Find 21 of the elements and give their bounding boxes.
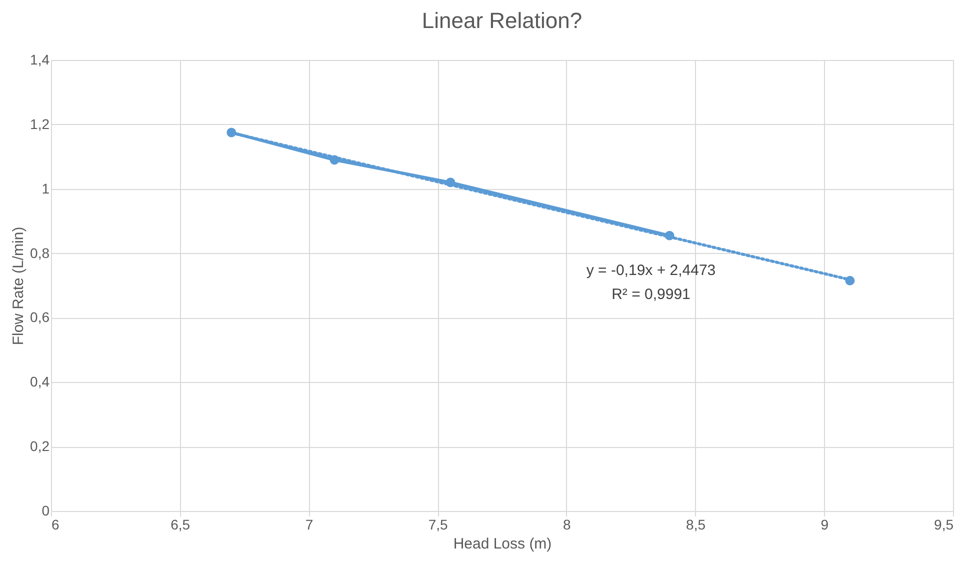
y-tick-label: 1,2 <box>30 116 50 132</box>
y-tick-label: 1 <box>42 180 50 196</box>
chart-title: Linear Relation? <box>422 8 582 33</box>
y-tick-label: 0 <box>42 502 50 518</box>
x-tick-label: 6,5 <box>170 516 190 532</box>
annotation: R² = 0,9991 <box>612 286 690 303</box>
y-tick-label: 1,4 <box>30 52 50 68</box>
x-tick-label: 9,5 <box>934 516 954 532</box>
y-tick-label: 0,4 <box>30 374 50 390</box>
x-tick-label: 7,5 <box>428 516 448 532</box>
y-tick-label: 0,2 <box>30 438 50 454</box>
x-tick-label: 8 <box>563 516 572 532</box>
x-tick-label: 6 <box>52 516 60 532</box>
y-axis-title: Flow Rate (L/min) <box>10 226 28 346</box>
x-tick-label: 7 <box>305 516 314 532</box>
y-tick-label: 0,8 <box>30 244 50 261</box>
y-tick-label: 0,6 <box>30 309 50 326</box>
x-tick-label: 8,5 <box>686 516 706 532</box>
x-tick-label: 9 <box>820 516 829 532</box>
annotation: y = -0,19x + 2,4473 <box>586 262 716 279</box>
x-axis-title: Head Loss (m) <box>453 536 552 552</box>
